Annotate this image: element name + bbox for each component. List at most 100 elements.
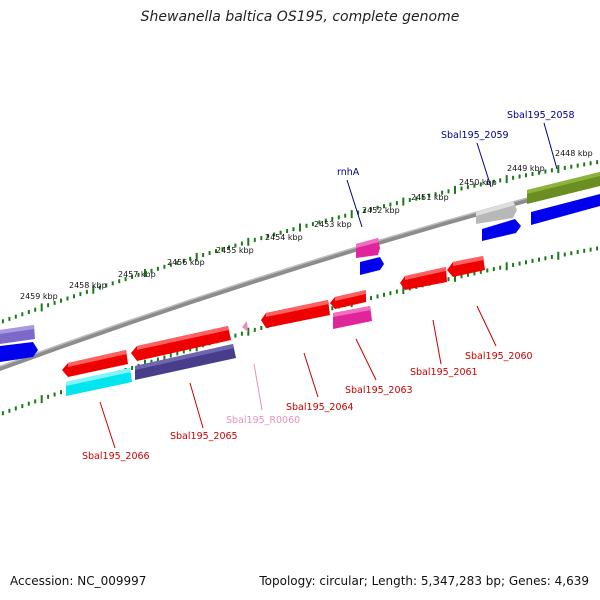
major-tick xyxy=(247,327,250,336)
minor-tick xyxy=(34,399,37,404)
kbp-label-2450: 2450 kbp xyxy=(459,178,497,187)
minor-tick xyxy=(1,319,4,324)
minor-tick xyxy=(337,215,340,220)
minor-tick xyxy=(376,205,379,210)
minor-tick xyxy=(583,162,586,167)
gene-labels: Sbal195_2058 Sbal195_2059 rnhA Sbal195_2… xyxy=(82,110,575,462)
minor-tick xyxy=(518,261,521,266)
minor-tick xyxy=(163,264,166,269)
minor-tick xyxy=(14,314,17,319)
minor-tick xyxy=(531,258,534,263)
minor-tick xyxy=(234,333,237,338)
minor-tick xyxy=(156,357,159,362)
major-tick xyxy=(92,285,95,294)
minor-tick xyxy=(182,349,185,354)
minor-tick xyxy=(589,161,592,166)
minor-tick xyxy=(376,294,379,299)
kbp-label-2457: 2457 kbp xyxy=(118,270,156,279)
leader-sbal195-2066 xyxy=(99,401,116,449)
minor-tick xyxy=(286,229,289,233)
minor-tick xyxy=(570,164,573,169)
minor-tick xyxy=(8,316,11,321)
kbp-label-2459: 2459 kbp xyxy=(20,292,58,301)
minor-tick xyxy=(279,230,282,235)
minor-tick xyxy=(363,208,366,213)
minor-tick xyxy=(189,256,192,261)
minor-tick xyxy=(131,275,134,279)
major-tick xyxy=(144,268,146,277)
major-tick xyxy=(299,223,301,232)
outer-tick-ring xyxy=(1,160,599,324)
minor-tick xyxy=(395,201,398,206)
minor-tick xyxy=(266,234,269,239)
minor-tick xyxy=(169,353,172,358)
minor-tick xyxy=(234,243,237,248)
minor-tick xyxy=(21,312,24,317)
major-tick xyxy=(40,303,43,312)
kbp-label-2458: 2458 kbp xyxy=(69,281,107,290)
leader-sbal195-2060 xyxy=(476,305,497,347)
kbp-label-2455: 2455 kbp xyxy=(216,246,254,255)
minor-tick xyxy=(473,183,476,188)
minor-tick xyxy=(260,326,263,330)
minor-tick xyxy=(408,198,411,202)
minor-tick xyxy=(292,227,295,232)
minor-tick xyxy=(331,306,334,311)
minor-tick xyxy=(79,292,82,297)
minor-tick xyxy=(111,281,114,286)
minor-tick xyxy=(550,255,553,259)
gene-rnha-inner xyxy=(360,257,384,275)
minor-tick xyxy=(466,272,469,277)
minor-tick xyxy=(544,256,547,261)
minor-tick xyxy=(383,204,385,209)
minor-tick xyxy=(466,185,469,190)
minor-tick xyxy=(344,213,347,218)
minor-tick xyxy=(499,265,502,270)
minor-tick xyxy=(479,269,482,274)
minor-tick xyxy=(383,292,385,297)
kbp-label-2454: 2454 kbp xyxy=(265,233,303,242)
minor-tick xyxy=(14,406,17,411)
minor-tick xyxy=(596,160,599,165)
kbp-label-2451: 2451 kbp xyxy=(411,193,449,202)
minor-tick xyxy=(512,175,515,180)
gene-label-sbal195-2060: Sbal195_2060 xyxy=(465,351,533,362)
minor-tick xyxy=(486,181,489,185)
minor-tick xyxy=(27,310,30,314)
minor-tick xyxy=(240,241,243,246)
minor-tick xyxy=(221,247,224,252)
minor-tick xyxy=(318,220,321,225)
minor-tick xyxy=(73,294,75,299)
minor-tick xyxy=(34,307,37,312)
minor-tick xyxy=(544,169,547,174)
gene-label-sbal195-2065: Sbal195_2065 xyxy=(170,431,238,442)
minor-tick xyxy=(486,268,489,273)
minor-tick xyxy=(570,251,573,256)
leader-sbal195-2065 xyxy=(189,382,204,429)
gene-label-sbal195-2058: Sbal195_2058 xyxy=(507,110,575,121)
leader-sbal195-2063 xyxy=(355,338,377,381)
gene-sbal195-2059-inner xyxy=(482,219,521,241)
minor-tick xyxy=(311,222,314,227)
scale-labels: 2448 kbp 2449 kbp 2450 kbp 2451 kbp 2452… xyxy=(20,149,593,301)
minor-tick xyxy=(563,252,566,257)
gene-label-sbal195-2063: Sbal195_2063 xyxy=(345,385,413,396)
kbp-label-2453: 2453 kbp xyxy=(314,220,352,229)
major-tick xyxy=(402,197,405,206)
gene-label-rnha: rnhA xyxy=(337,167,360,178)
major-tick xyxy=(505,175,508,184)
minor-tick xyxy=(169,262,172,267)
genome-summary-text: Topology: circular; Length: 5,347,283 bp… xyxy=(259,574,589,588)
major-tick xyxy=(505,262,508,271)
minor-tick xyxy=(389,202,392,207)
minor-tick xyxy=(357,210,360,215)
minor-tick xyxy=(492,267,495,272)
minor-tick xyxy=(538,170,540,175)
minor-tick xyxy=(576,163,579,168)
minor-tick xyxy=(1,411,4,416)
minor-tick xyxy=(240,331,243,336)
minor-tick xyxy=(370,296,372,301)
minor-tick xyxy=(27,401,30,406)
leader-sbal195-r0060 xyxy=(253,363,263,411)
